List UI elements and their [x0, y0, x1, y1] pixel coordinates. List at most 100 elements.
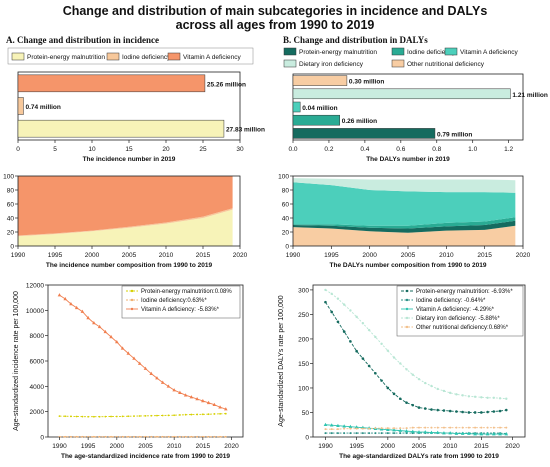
point-vitamin-a-deficiency: [115, 340, 119, 344]
point-vitamin-a-deficiency: [63, 296, 68, 301]
point-vitamin-a-deficiency: [329, 423, 334, 427]
x-axis-title: The incidence number composition from 19…: [46, 262, 213, 269]
point-iodine-deficiency: [70, 435, 72, 438]
point-vitamin-a-deficiency: [80, 309, 85, 313]
point-iodine-deficiency: [98, 435, 101, 438]
point-other-nutritional-deficiency: [336, 428, 339, 431]
y-axis-title: Age-standardized incidence rate per 100,…: [13, 291, 20, 431]
x-tick-label: 20: [162, 146, 170, 153]
point-vitamin-a-deficiency: [132, 356, 136, 360]
point-iodine-deficiency: [87, 435, 90, 438]
legend-swatch-protein-energy-malnutrition: [283, 47, 297, 56]
point-dietary-iron-deficiency: [411, 373, 414, 376]
point-other-nutritional-deficiency: [399, 427, 402, 430]
x-axis-title: The age-standardized DALYs rate from 199…: [339, 453, 499, 460]
point-vitamin-a-deficiency: [398, 428, 403, 432]
point-vitamin-a-deficiency: [178, 390, 182, 394]
legend-swatch-protein-energy-malnutrition: [11, 52, 25, 61]
point-vitamin-a-deficiency: [57, 293, 62, 297]
y-tick-label: 250: [298, 312, 309, 319]
point-dietary-iron-deficiency: [386, 349, 390, 352]
bar-protein-energy-malnutrition: [17, 119, 225, 138]
point-vitamin-a-deficiency: [97, 324, 102, 329]
point-vitamin-a-deficiency: [189, 395, 194, 399]
point-vitamin-a-deficiency: [103, 329, 108, 334]
y-tick-label: 200: [298, 336, 309, 343]
point-dietary-iron-deficiency: [473, 395, 477, 398]
x-tick-label: 2015: [196, 252, 211, 259]
x-tick-label: 1990: [52, 443, 67, 450]
point-vitamin-a-deficiency: [183, 393, 188, 397]
point-other-nutritional-deficiency: [505, 426, 508, 429]
point-protein-energy-malnutrition: [173, 414, 176, 417]
point-vitamin-a-deficiency: [435, 430, 440, 434]
point-protein-energy-malnutrition: [219, 412, 221, 415]
point-dietary-iron-deficiency: [448, 391, 452, 395]
x-tick-label: 2015: [477, 252, 492, 259]
y-tick-label: 10000: [26, 308, 44, 315]
point-protein-energy-malnutrition: [81, 415, 84, 418]
point-iodine-deficiency: [343, 432, 346, 435]
x-tick-label: 2020: [233, 252, 248, 259]
y-tick-label: 100: [3, 174, 14, 181]
y-tick-label: 0: [285, 244, 289, 251]
point-protein-energy-malnutrition: [161, 414, 164, 417]
legend-label-iodine-deficiency: Iodine deficiency: [407, 49, 456, 56]
point-other-nutritional-deficiency: [330, 428, 333, 431]
point-iodine-deficiency: [368, 432, 371, 435]
point-protein-energy-malnutrition: [58, 415, 61, 417]
point-iodine-deficiency: [156, 435, 158, 438]
x-tick-label: 10: [88, 146, 96, 153]
x-tick-label: 0.8: [432, 146, 441, 153]
area-other-nutritional-deficiency: [293, 225, 516, 246]
y-tick-label: 0: [305, 435, 309, 442]
point-other-nutritional-deficiency: [380, 427, 383, 430]
y-tick-label: 40: [7, 216, 15, 223]
point-iodine-deficiency: [92, 435, 95, 438]
point-vitamin-a-deficiency: [492, 432, 496, 436]
x-tick-label: 0: [16, 146, 20, 153]
line-protein-energy-malnutrition: [325, 301, 507, 413]
point-vitamin-a-deficiency: [92, 321, 96, 325]
bar-label-iodine-deficiency: 0.26 million: [342, 118, 377, 125]
legend-swatch-iodine-deficiency: [391, 47, 405, 56]
point-iodine-deficiency: [207, 435, 210, 438]
point-protein-energy-malnutrition: [127, 415, 130, 418]
point-vitamin-a-deficiency: [336, 423, 340, 428]
point-other-nutritional-deficiency: [405, 427, 408, 430]
bar-label-vitamin-a-deficiency: 0.04 million: [302, 105, 337, 112]
point-other-nutritional-deficiency: [374, 427, 377, 430]
point-iodine-deficiency: [144, 435, 147, 438]
point-other-nutritional-deficiency: [480, 426, 483, 429]
point-iodine-deficiency: [213, 435, 216, 438]
x-tick-label: 0.0: [288, 146, 297, 153]
bar-label-iodine-deficiency: 0.74 million: [25, 104, 60, 111]
point-other-nutritional-deficiency: [455, 426, 458, 429]
point-vitamin-a-deficiency: [479, 432, 484, 436]
point-protein-energy-malnutrition: [411, 403, 415, 407]
point-iodine-deficiency: [361, 432, 364, 435]
point-vitamin-a-deficiency: [166, 384, 171, 388]
x-tick-label: 2000: [362, 252, 377, 259]
point-protein-energy-malnutrition: [417, 406, 421, 409]
point-iodine-deficiency: [324, 432, 327, 435]
point-dietary-iron-deficiency: [342, 303, 346, 306]
point-protein-energy-malnutrition: [455, 410, 458, 413]
legend-label-vitamin-a-deficiency: Vitamin A deficiency: [183, 54, 241, 61]
point-vitamin-a-deficiency: [361, 425, 365, 429]
point-dietary-iron-deficiency: [430, 384, 433, 388]
x-tick-label: 2005: [412, 443, 427, 450]
x-tick-label: 2010: [439, 252, 454, 259]
point-vitamin-a-deficiency: [201, 398, 205, 403]
point-protein-energy-malnutrition: [150, 414, 153, 417]
point-other-nutritional-deficiency: [361, 427, 364, 430]
x-tick-label: 1995: [349, 443, 364, 450]
bar-label-vitamin-a-deficiency: 25.26 million: [207, 81, 246, 88]
y-tick-label: 2000: [30, 409, 45, 416]
x-tick-label: 1990: [286, 252, 301, 259]
x-tick-label: 0.6: [396, 146, 405, 153]
point-dietary-iron-deficiency: [324, 288, 327, 292]
point-dietary-iron-deficiency: [486, 396, 489, 399]
area-vitamin-a-deficiency: [18, 176, 233, 236]
point-iodine-deficiency: [58, 435, 61, 438]
